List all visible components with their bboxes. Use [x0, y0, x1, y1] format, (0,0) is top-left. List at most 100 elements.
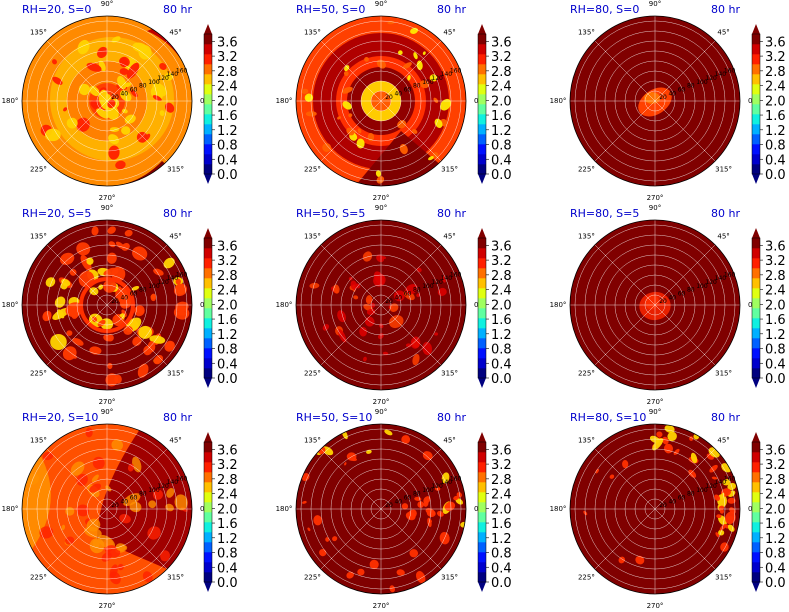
colorbar-segment [478, 54, 486, 65]
angle-tick-label: 180° [276, 505, 293, 513]
field-cell [373, 273, 386, 287]
colorbar-tick-label: 1.2 [491, 532, 512, 547]
field-cell [419, 80, 430, 89]
angle-tick-label: 270° [647, 194, 664, 202]
field-cell [333, 284, 340, 294]
radial-tick-label: 120 [431, 75, 443, 82]
angular-gridline [594, 244, 656, 306]
radial-tick-label: 140 [167, 479, 179, 486]
colorbar-tick-label: 1.2 [491, 328, 512, 343]
field-cell [60, 282, 68, 290]
colorbar-extend-max [204, 228, 212, 238]
colorbar-segment [752, 54, 760, 65]
field-cell [91, 474, 99, 482]
colorbar-segment [204, 532, 212, 543]
colorbar-segment [204, 268, 212, 279]
panel-time-label: 80 hr [163, 207, 192, 220]
field-cell [152, 95, 162, 101]
angle-tick-label: 180° [550, 505, 567, 513]
field-cell [410, 336, 421, 349]
radial-tick-label: 140 [441, 479, 453, 486]
colorbar-segment [752, 358, 760, 369]
field-cell [366, 308, 376, 316]
colorbar-segment [204, 368, 212, 379]
colorbar-segment [752, 64, 760, 75]
colorbar-segment [478, 502, 486, 513]
radial-tick-label: 80 [413, 491, 421, 498]
field-cell [718, 529, 725, 536]
colorbar-segment [204, 114, 212, 125]
field-cell [103, 267, 119, 277]
radial-tick-label: 140 [167, 275, 179, 282]
field-cell [152, 83, 167, 97]
field-cell [337, 310, 346, 323]
colorbar-tick-label: 1.2 [217, 124, 238, 139]
field-cell [319, 548, 327, 557]
field-cell [61, 524, 66, 531]
radial-tick-label: 60 [404, 291, 412, 298]
colorbar-tick-label: 0.4 [491, 561, 512, 576]
radial-tick-label: 100 [422, 79, 434, 86]
radial-tick-label: 100 [696, 79, 708, 86]
colorbar-segment [478, 472, 486, 483]
field-cell [132, 336, 142, 346]
field-cell [389, 315, 404, 329]
field-cell [148, 500, 157, 509]
panel-title: RH=80, S=10 [570, 411, 646, 424]
colorbar-segment [204, 542, 212, 553]
angle-tick-label: 315° [167, 166, 184, 174]
colorbar-segment [478, 288, 486, 299]
field-cell [376, 254, 385, 263]
colorbar-segment [204, 502, 212, 513]
polar-panel: 204060801001201401600°45°90°135°180°225°… [2, 408, 208, 610]
field-cell [27, 473, 40, 486]
radial-tick-label: 60 [678, 291, 686, 298]
colorbar-tick-label: 3.6 [217, 239, 238, 254]
colorbar-segment [752, 124, 760, 135]
panel-title: RH=20, S=0 [22, 3, 91, 16]
field-cell [77, 39, 90, 55]
radial-tick-label: 40 [668, 90, 676, 97]
field-cell [119, 90, 132, 102]
colorbar-segment [478, 268, 486, 279]
colorbar-segment [752, 442, 760, 453]
angle-tick-label: 270° [99, 398, 116, 406]
angular-gridline [46, 100, 108, 162]
angle-tick-label: 270° [647, 398, 664, 406]
radial-tick-label: 20 [659, 502, 667, 509]
radial-tick-label: 60 [404, 495, 412, 502]
colorbar-extend-min [204, 582, 212, 592]
radial-tick-label: 140 [441, 275, 453, 282]
colorbar-segment [478, 258, 486, 269]
radial-tick-label: 80 [687, 287, 695, 294]
radial-tick-label: 60 [404, 87, 412, 94]
field-cell [405, 284, 418, 295]
field-cell [343, 71, 349, 77]
angle-tick-label: 315° [715, 370, 732, 378]
colorbar-tick-label: 3.6 [765, 239, 786, 254]
colorbar-tick-label: 3.6 [217, 35, 238, 50]
panel-title: RH=50, S=5 [296, 207, 365, 220]
colorbar-segment [204, 318, 212, 329]
field-cell [115, 160, 126, 170]
field-cell [159, 62, 167, 70]
colorbar-segment [478, 298, 486, 309]
colorbar-tick-label: 1.2 [217, 328, 238, 343]
field-cell [163, 257, 175, 269]
angular-gridline [654, 448, 716, 510]
field-cell [393, 290, 405, 302]
radial-tick-label: 40 [120, 90, 128, 97]
colorbar-tick-label: 2.0 [217, 298, 238, 313]
colorbar-segment [478, 552, 486, 563]
polar-frame [295, 15, 467, 187]
field-cell [44, 128, 61, 142]
radial-tick-label: 40 [120, 498, 128, 505]
angular-gridline [654, 40, 716, 102]
field-cell [416, 293, 421, 298]
field-cell [39, 526, 54, 539]
field-cell [437, 510, 444, 517]
colorbar: 0.00.40.81.21.62.02.42.83.23.6 [751, 432, 786, 592]
field-cell [719, 523, 727, 531]
angle-tick-label: 45° [443, 436, 455, 444]
field-cell [78, 83, 90, 96]
